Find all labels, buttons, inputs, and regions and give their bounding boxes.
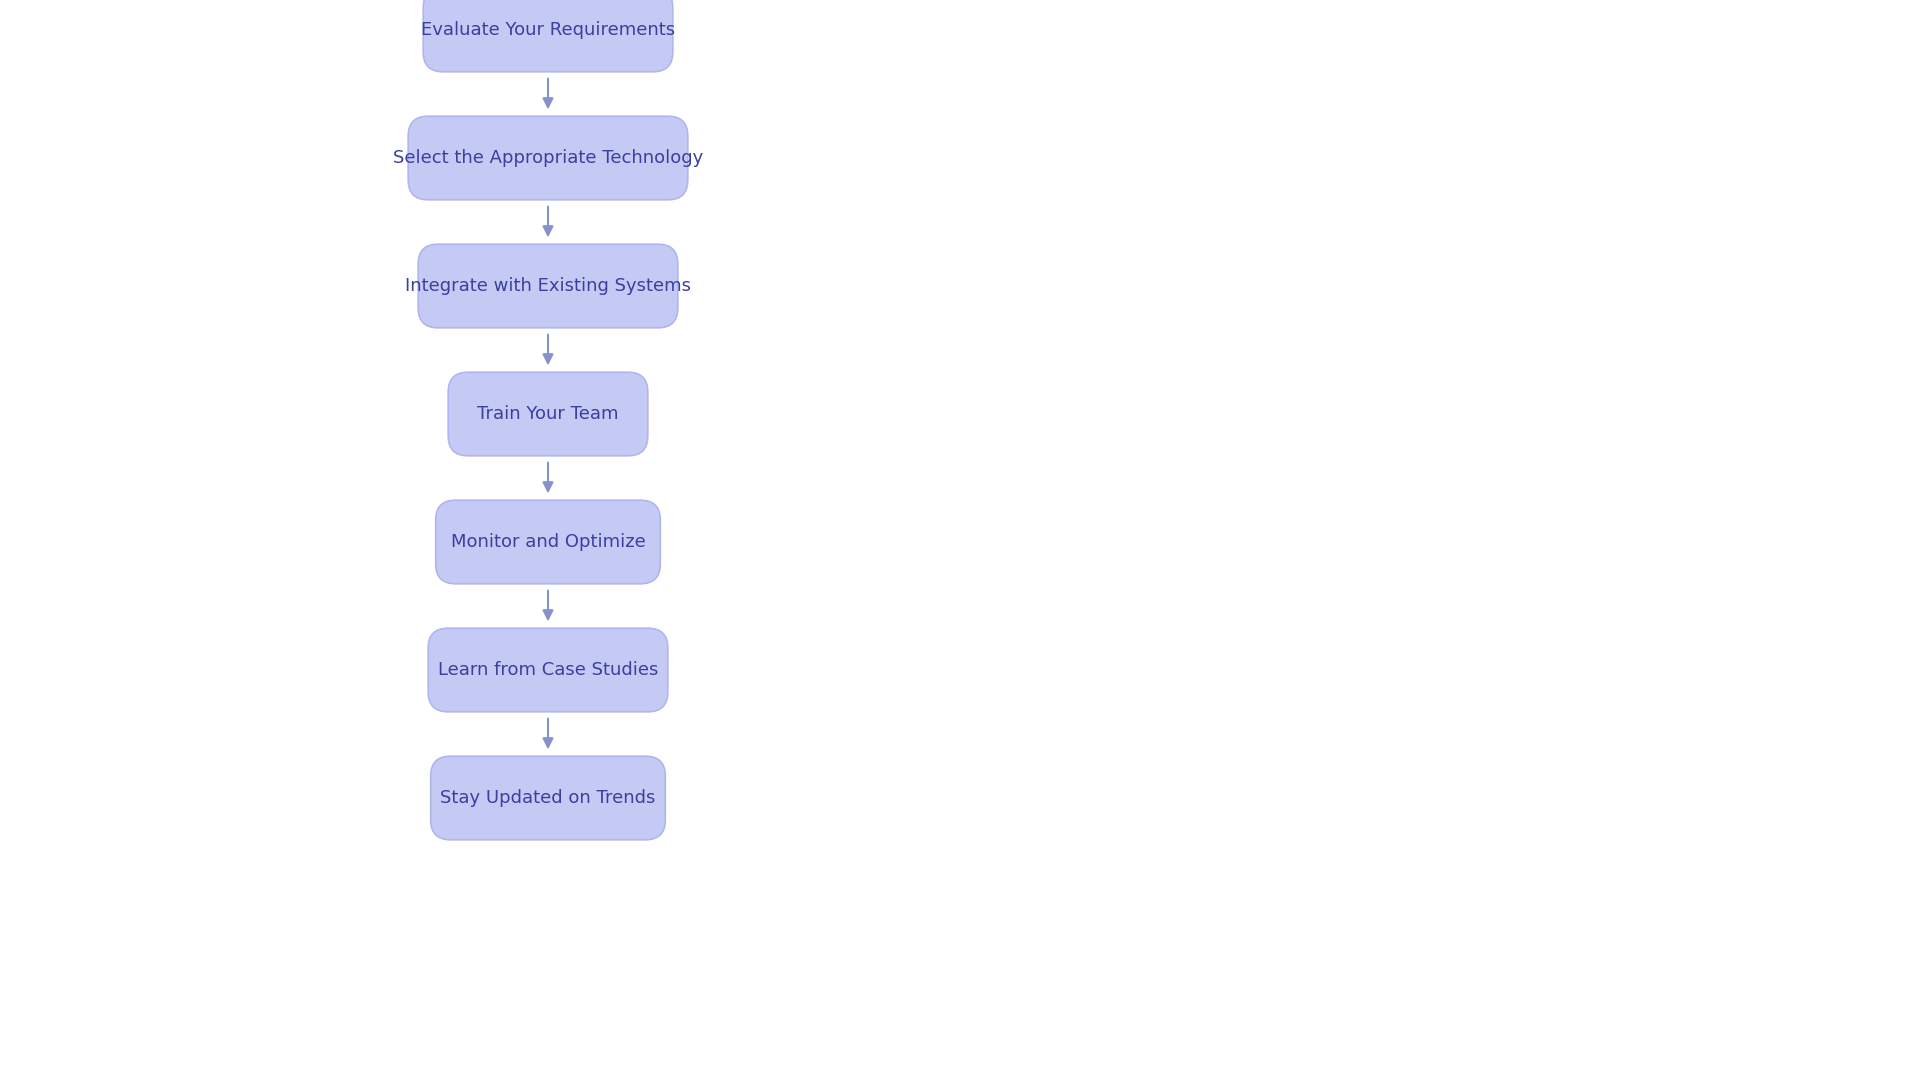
Text: Stay Updated on Trends: Stay Updated on Trends	[440, 790, 657, 807]
Text: Train Your Team: Train Your Team	[478, 405, 618, 423]
Text: Evaluate Your Requirements: Evaluate Your Requirements	[420, 21, 676, 39]
FancyBboxPatch shape	[419, 244, 678, 328]
FancyBboxPatch shape	[447, 373, 647, 456]
Text: Monitor and Optimize: Monitor and Optimize	[451, 533, 645, 551]
FancyBboxPatch shape	[409, 116, 687, 199]
Text: Integrate with Existing Systems: Integrate with Existing Systems	[405, 277, 691, 295]
FancyBboxPatch shape	[430, 756, 666, 839]
FancyBboxPatch shape	[428, 628, 668, 712]
Text: Select the Appropriate Technology: Select the Appropriate Technology	[394, 149, 703, 167]
FancyBboxPatch shape	[422, 0, 672, 71]
FancyBboxPatch shape	[436, 500, 660, 584]
Text: Learn from Case Studies: Learn from Case Studies	[438, 661, 659, 679]
